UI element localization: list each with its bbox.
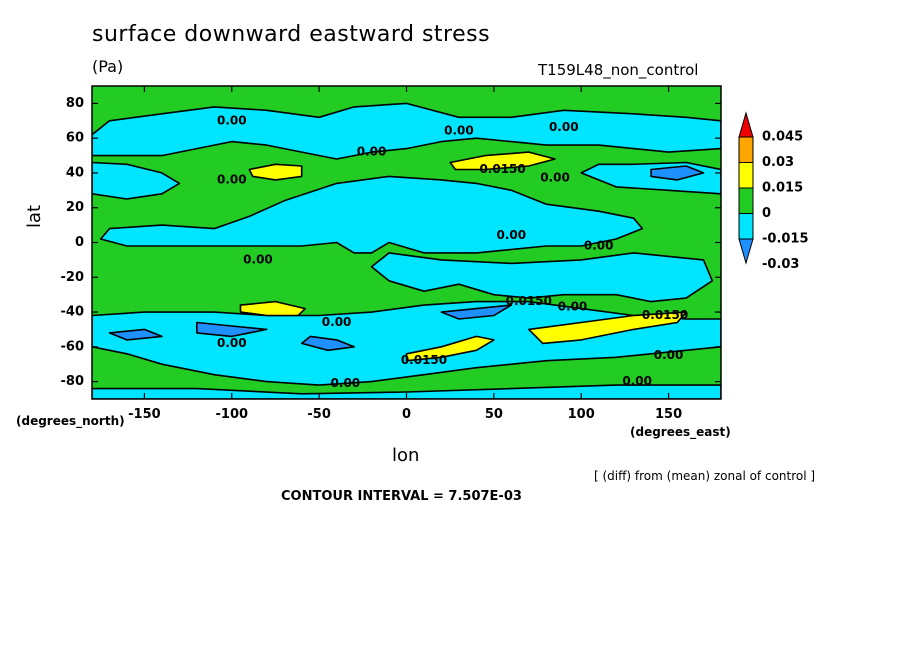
contour-interval-label: CONTOUR INTERVAL = 7.507E-03 bbox=[281, 489, 522, 504]
axes: -150 -100 -50 0 50 100 150 -80 -60 -40 -20 0 20 40 60 8… bbox=[61, 86, 721, 422]
x-tick-label-5: 100 bbox=[568, 407, 595, 422]
contour-region-8 bbox=[300, 335, 355, 352]
contour-label-16: 0.00 bbox=[654, 348, 684, 362]
colorbar-label-0: 0.045 bbox=[762, 130, 803, 145]
y-tick-label-7: 60 bbox=[66, 131, 84, 146]
y-axis-label: lat bbox=[24, 204, 45, 228]
contour-label-3: 0.00 bbox=[357, 145, 387, 159]
contour-label-4: 0.00 bbox=[217, 172, 247, 186]
contour-region-12 bbox=[248, 163, 303, 181]
contour-region-15 bbox=[405, 335, 495, 362]
contour-label-9: 0.00 bbox=[243, 252, 273, 266]
contour-label-8: 0.00 bbox=[584, 238, 614, 252]
diff-note: [ (diff) from (mean) zonal of control ] bbox=[594, 469, 816, 483]
colorbar-bottom-arrow bbox=[738, 238, 754, 265]
lat-units-label: (degrees_north) bbox=[16, 414, 125, 428]
contour-label-11: 0.00 bbox=[558, 299, 588, 313]
contour-region-4 bbox=[370, 252, 714, 303]
contour-label-15: 0.0150 bbox=[401, 353, 447, 367]
contour-region-11 bbox=[108, 328, 163, 341]
contour-region-1 bbox=[92, 161, 181, 200]
contour-region-14 bbox=[239, 300, 307, 317]
contour-label-5: 0.0150 bbox=[479, 162, 525, 176]
contour-label-18: 0.00 bbox=[622, 374, 652, 388]
colorbar-top-arrow bbox=[738, 111, 754, 138]
contour-region-10 bbox=[650, 165, 705, 181]
y-tick-label-2: -40 bbox=[61, 305, 85, 320]
contour-label-13: 0.00 bbox=[322, 315, 352, 329]
contour-region-16 bbox=[527, 311, 687, 345]
colorbar-label-5: -0.03 bbox=[762, 257, 799, 272]
contour-label-12: 0.0150 bbox=[642, 308, 688, 322]
x-axis-label: lon bbox=[392, 445, 420, 466]
y-tick-label-8: 80 bbox=[66, 96, 84, 111]
contour-label-2: 0.00 bbox=[549, 120, 579, 134]
y-tick-label-5: 20 bbox=[66, 200, 84, 215]
x-tick-label-1: -100 bbox=[216, 407, 249, 422]
colorbar: 0.045 0.03 0.015 0 -0.015 -0.03 bbox=[738, 111, 809, 272]
stress-field bbox=[92, 86, 721, 399]
x-tick-label-2: -50 bbox=[307, 407, 331, 422]
contour-label-7: 0.00 bbox=[497, 228, 527, 242]
contour-label-10: 0.0150 bbox=[506, 294, 552, 308]
contour-region-5 bbox=[92, 300, 721, 386]
y-tick-label-1: -60 bbox=[61, 339, 85, 354]
contour-label-0: 0.00 bbox=[217, 113, 247, 127]
colorbar-label-3: 0 bbox=[762, 206, 771, 221]
chart-title: surface downward eastward stress bbox=[92, 22, 491, 47]
contour-region-0 bbox=[92, 102, 721, 160]
contour-region-7 bbox=[196, 321, 268, 338]
x-tick-label-6: 150 bbox=[655, 407, 682, 422]
contour-labels: 0.000.00 0.000.000.000.01500.000.000.000.… bbox=[217, 113, 688, 390]
contour-region-9 bbox=[440, 304, 513, 320]
y-tick-label-6: 40 bbox=[66, 165, 84, 180]
lon-units-label: (degrees_east) bbox=[630, 425, 731, 439]
contour-region-3 bbox=[99, 175, 644, 254]
x-tick-label-3: 0 bbox=[402, 407, 411, 422]
colorbar-swatch-1 bbox=[738, 213, 754, 240]
y-tick-label-0: -80 bbox=[61, 374, 85, 389]
colorbar-swatch-2 bbox=[738, 187, 754, 214]
contour-label-1: 0.00 bbox=[444, 124, 474, 138]
contour-region-13 bbox=[449, 151, 556, 171]
contour-label-6: 0.00 bbox=[540, 171, 570, 185]
contour-label-17: 0.00 bbox=[331, 376, 361, 390]
x-tick-label-4: 50 bbox=[485, 407, 503, 422]
y-tick-label-4: 0 bbox=[75, 235, 84, 250]
colorbar-label-2: 0.015 bbox=[762, 181, 803, 196]
x-tick-label-0: -150 bbox=[128, 407, 161, 422]
colorbar-label-1: 0.03 bbox=[762, 155, 794, 170]
contour-region-6 bbox=[92, 384, 721, 399]
units-label: (Pa) bbox=[92, 57, 124, 76]
contour-label-14: 0.00 bbox=[217, 336, 247, 350]
colorbar-label-4: -0.015 bbox=[762, 232, 809, 247]
run-name-label: T159L48_non_control bbox=[538, 61, 699, 79]
y-tick-label-3: -20 bbox=[61, 270, 85, 285]
colorbar-swatch-4 bbox=[738, 136, 754, 163]
colorbar-swatch-3 bbox=[738, 162, 754, 189]
